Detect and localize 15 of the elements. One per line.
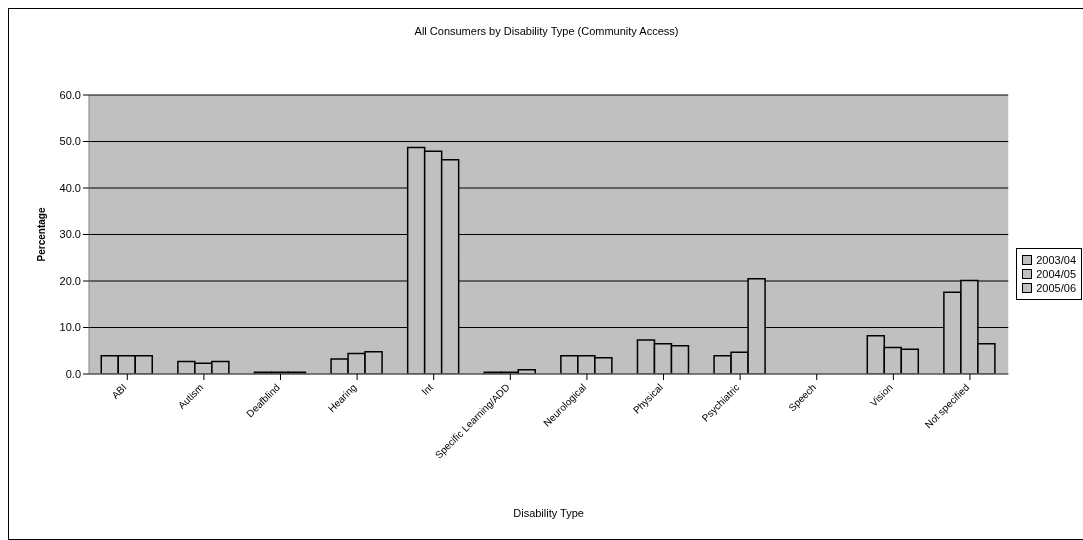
- x-tick-label: ABI: [109, 381, 129, 401]
- x-axis-title: Disability Type: [513, 507, 584, 519]
- legend-label: 2005/06: [1036, 282, 1076, 294]
- y-tick-label: 40.0: [59, 181, 81, 194]
- y-tick-label: 0.0: [65, 367, 81, 380]
- y-tick-label: 50.0: [59, 135, 81, 148]
- y-tick-label: 30.0: [59, 228, 81, 241]
- y-axis-title: Percentage: [35, 207, 47, 262]
- chart-title: All Consumers by Disability Type (Community Access): [413, 25, 680, 37]
- legend-label: 2003/04: [1036, 254, 1076, 266]
- x-tick-label: Int: [419, 381, 436, 398]
- y-tick-label: 60.0: [59, 88, 81, 101]
- y-tick-label: 10.0: [59, 321, 81, 334]
- legend-label: 2004/05: [1036, 268, 1076, 280]
- y-tick-label: 20.0: [59, 274, 81, 287]
